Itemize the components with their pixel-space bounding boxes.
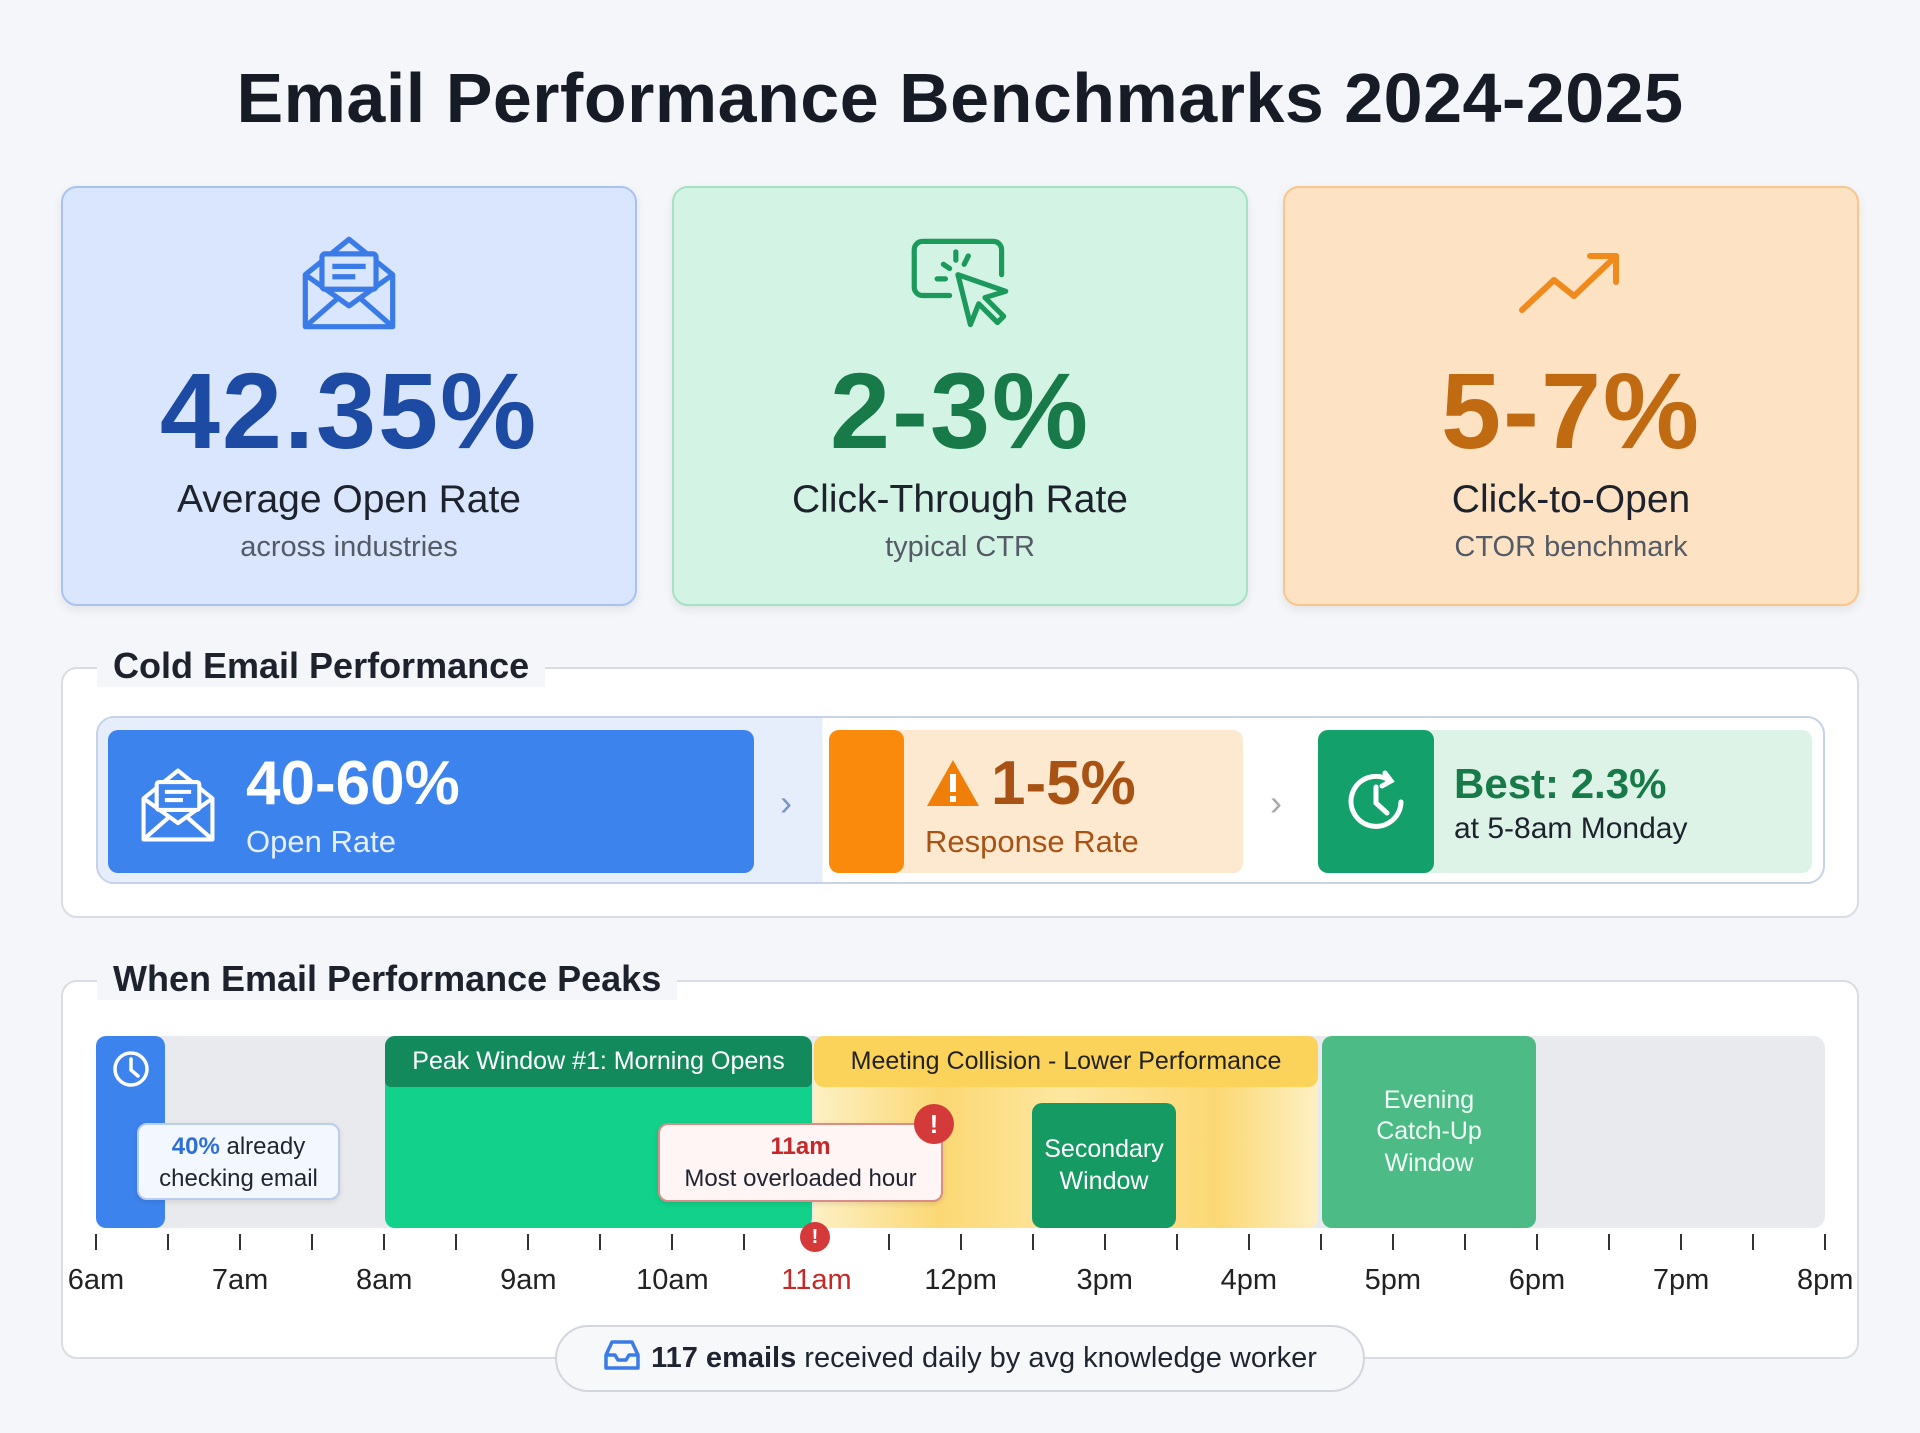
open-rate-value: 42.35% (159, 350, 539, 471)
cold-response-block: 1-5% Response Rate (829, 730, 1243, 873)
peak-window-block: Peak Window #1: Morning Opens (385, 1036, 812, 1228)
cursor-click-icon (674, 228, 1246, 338)
axis-tick (1536, 1234, 1538, 1250)
axis-label: 11am (781, 1264, 852, 1296)
cold-best-label: at 5-8am Monday (1454, 812, 1688, 845)
axis-label: 6am (67, 1264, 125, 1296)
axis-label: 6pm (1508, 1264, 1566, 1296)
open-rate-card: 42.35% Average Open Rate across industri… (61, 186, 637, 606)
axis-tick (95, 1234, 97, 1250)
axis-tick (1680, 1234, 1683, 1250)
axis-label: 8pm (1796, 1264, 1854, 1296)
early-text: already checking email (159, 1133, 318, 1192)
chevron-right-icon: › (780, 782, 792, 823)
peak-window-label: Peak Window #1: Morning Opens (385, 1036, 812, 1087)
axis-label: 10am (636, 1264, 709, 1296)
axis-tick (1463, 1234, 1466, 1250)
axis-tick (599, 1234, 602, 1250)
overload-text: Most overloaded hour (684, 1165, 917, 1192)
axis-tick (1319, 1234, 1322, 1250)
secondary-window-block: Secondary Window (1032, 1103, 1176, 1228)
axis-tick (743, 1234, 746, 1250)
open-rate-label: Average Open Rate (176, 478, 521, 521)
axis-tick (671, 1234, 674, 1250)
cold-best-value: Best: 2.3% (1454, 760, 1667, 807)
axis-tick (1752, 1234, 1755, 1250)
warning-icon (925, 758, 981, 813)
axis-label: 7pm (1652, 1264, 1710, 1296)
ctor-card: 5-7% Click-to-Open CTOR benchmark (1283, 186, 1859, 606)
cold-response-value: 1-5% (991, 749, 1136, 818)
meeting-collision-label: Meeting Collision - Lower Performance (814, 1036, 1318, 1087)
envelope-open-icon (136, 764, 220, 851)
footer-count: 117 emails (651, 1342, 797, 1374)
chevron-right-icon: › (1270, 782, 1282, 823)
ctr-value: 2-3% (829, 350, 1091, 471)
clock-icon (112, 1050, 150, 1093)
footer-text: received daily by avg knowledge worker (804, 1342, 1317, 1374)
axis-label: 8am (355, 1264, 413, 1296)
cold-email-title: Cold Email Performance (97, 645, 546, 687)
trending-up-icon (1285, 228, 1857, 338)
axis-tick (527, 1234, 530, 1250)
axis-label: 3pm (1076, 1264, 1133, 1296)
axis-label: 12pm (924, 1264, 997, 1296)
axis-tick (887, 1234, 890, 1250)
cold-response-label: Response Rate (925, 824, 1139, 859)
axis-tick (1175, 1234, 1178, 1250)
axis-tick (455, 1234, 458, 1250)
cold-open-rate-value: 40-60% (246, 749, 460, 818)
axis-label: 4pm (1220, 1264, 1277, 1296)
timeline-title: When Email Performance Peaks (97, 958, 678, 1000)
alert-icon: ! (800, 1222, 830, 1252)
cold-open-rate-label: Open Rate (246, 824, 396, 859)
axis-label: 7am (211, 1264, 269, 1296)
axis-tick (1247, 1234, 1250, 1250)
early-pct: 40% (171, 1133, 220, 1160)
axis-tick (167, 1234, 170, 1250)
axis-label: 5pm (1364, 1264, 1422, 1296)
response-accent-bar (829, 730, 904, 873)
clock-refresh-icon (1318, 730, 1434, 873)
axis-tick (311, 1234, 314, 1250)
evening-window-block: Evening Catch-Up Window (1322, 1036, 1536, 1228)
inbox-icon (603, 1339, 641, 1379)
axis-label: 9am (500, 1264, 557, 1296)
ctr-sub: typical CTR (885, 531, 1035, 563)
axis-tick (1608, 1234, 1611, 1250)
overload-callout: 11am Most overloaded hour (658, 1123, 943, 1202)
axis-tick (239, 1234, 242, 1250)
page-title: Email Performance Benchmarks 2024-2025 (236, 59, 1684, 137)
cold-open-rate-block: 40-60% Open Rate (108, 730, 754, 873)
axis-tick (1824, 1234, 1827, 1250)
axis-tick (1031, 1234, 1034, 1250)
ctor-sub: CTOR benchmark (1454, 531, 1688, 563)
early-callout: 40% already checking email (137, 1123, 340, 1200)
open-rate-sub: across industries (240, 531, 458, 563)
axis-tick (1391, 1234, 1394, 1250)
alert-icon: ! (914, 1104, 954, 1144)
envelope-open-icon (63, 228, 635, 338)
ctr-label: Click-Through Rate (792, 478, 1128, 521)
cold-best-block: Best: 2.3% at 5-8am Monday (1318, 730, 1812, 873)
ctor-value: 5-7% (1440, 350, 1702, 471)
footer-stat-pill: 117 emails received daily by avg knowled… (555, 1325, 1365, 1392)
axis-tick (959, 1234, 962, 1250)
ctor-label: Click-to-Open (1451, 478, 1691, 521)
axis-tick (383, 1234, 386, 1250)
ctr-card: 2-3% Click-Through Rate typical CTR (672, 186, 1248, 606)
overload-time: 11am (770, 1133, 831, 1160)
axis-tick (1103, 1234, 1106, 1250)
